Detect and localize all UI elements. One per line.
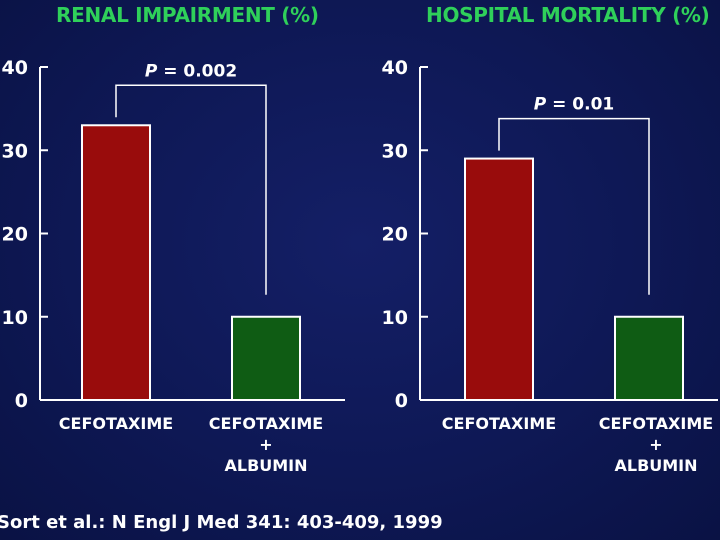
y-tick-label: 0 [395,390,408,412]
category-label: ALBUMIN [224,456,307,475]
citation-text: Sort et al.: N Engl J Med 341: 403-409, … [0,512,443,533]
y-tick-label: 40 [2,57,28,79]
bar-cefotaxime [464,157,534,401]
bar-cefotaxime [81,124,151,402]
category-label: + [259,435,272,454]
category-label: CEFOTAXIME [209,414,323,433]
p-value-label: P = 0.002 [145,61,237,81]
significance-bracket [115,84,267,295]
bar-cefotaxime-albumin [614,315,684,401]
category-label: + [649,435,662,454]
chart-title: RENAL IMPAIRMENT (%) [56,3,319,27]
category-label: ALBUMIN [614,456,697,475]
y-tick-label: 0 [15,390,28,412]
y-tick-label: 10 [382,307,408,329]
p-value-label: P = 0.01 [534,95,615,115]
category-label: CEFOTAXIME [59,414,173,433]
bar-cefotaxime-albumin [231,315,301,401]
y-tick-label: 30 [2,140,28,162]
category-label: CEFOTAXIME [442,414,556,433]
significance-bracket [498,117,650,295]
y-tick-label: 10 [2,307,28,329]
y-tick-label: 40 [382,57,408,79]
category-label: CEFOTAXIME [599,414,713,433]
y-tick-label: 20 [2,224,28,246]
chart-title: HOSPITAL MORTALITY (%) [426,3,710,27]
hospital-mortality-chart: HOSPITAL MORTALITY (%) 0 10 20 30 40 CEFOTAXIM… [382,3,718,475]
renal-impairment-chart: RENAL IMPAIRMENT (%) 0 10 20 30 40 CEFOTAXIME C… [2,3,345,475]
y-tick-label: 30 [382,140,408,162]
y-tick-label: 20 [382,224,408,246]
